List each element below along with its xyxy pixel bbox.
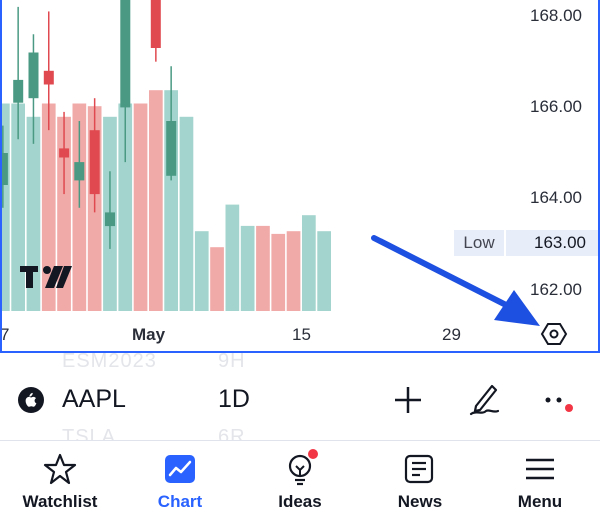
volume-bar — [302, 215, 316, 311]
nav-ideas[interactable]: Ideas — [240, 441, 360, 519]
candle-body — [74, 162, 85, 181]
volume-bar — [240, 225, 255, 311]
chart-icon — [165, 455, 195, 483]
volume-bar — [133, 103, 148, 311]
nav-label: Chart — [157, 492, 203, 511]
candle-body — [28, 52, 39, 99]
candle-body — [13, 79, 24, 103]
date-axis-label: 29 — [442, 325, 461, 344]
volume-bar — [118, 103, 133, 311]
date-axis-label: 15 — [292, 325, 311, 344]
hamburger-icon — [526, 458, 554, 480]
nav-label: News — [397, 492, 443, 511]
notification-badge — [306, 447, 320, 461]
nav-label: Ideas — [278, 492, 322, 511]
more-dots-icon[interactable] — [542, 382, 578, 418]
candle-body — [120, 0, 131, 108]
interval-button[interactable]: 1D — [218, 385, 250, 413]
ghost-value: 9H — [218, 350, 246, 372]
pen-icon[interactable] — [466, 380, 502, 416]
candle-body — [59, 148, 70, 158]
nav-label: Menu — [517, 492, 563, 511]
price-axis-label: 166.00 — [530, 97, 582, 116]
volume-bar — [41, 103, 56, 311]
chart-settings-icon[interactable] — [540, 320, 568, 348]
plus-icon[interactable] — [390, 382, 426, 418]
price-axis-label: 164.00 — [530, 188, 582, 207]
volume-bar — [317, 231, 331, 311]
price-axis-label: 168.00 — [530, 6, 582, 25]
ghost-symbol: ESM2023 — [62, 350, 157, 372]
price-axis-label: 162.00 — [530, 280, 582, 299]
nav-label: Watchlist — [22, 492, 98, 511]
nav-watchlist[interactable]: Watchlist — [0, 441, 120, 519]
candle-body — [105, 212, 115, 227]
date-axis-label: 7 — [0, 325, 10, 344]
volume-bar — [26, 116, 41, 311]
symbol-button[interactable]: AAPL — [62, 385, 126, 413]
volume-bar — [149, 90, 163, 311]
volume-bar — [179, 116, 194, 311]
volume-bar — [2, 103, 10, 311]
volume-bar — [57, 116, 71, 311]
low-label: Low — [454, 230, 504, 256]
chart-area[interactable]: 168.00 166.00 164.00 162.00 Low 163.00 7… — [0, 0, 600, 353]
tradingview-logo — [20, 266, 72, 288]
volume-bar — [194, 231, 209, 311]
volume-bar — [11, 103, 25, 311]
lightbulb-icon — [288, 454, 312, 486]
candle-body — [166, 121, 177, 176]
low-value: 163.00 — [506, 230, 598, 256]
newspaper-icon — [404, 454, 434, 484]
volume-bar — [225, 204, 240, 311]
volume-bar — [286, 231, 301, 311]
chart-canvas[interactable] — [2, 0, 598, 351]
candle-body — [43, 70, 54, 85]
volume-bar — [256, 225, 270, 311]
nav-menu[interactable]: Menu — [480, 441, 600, 519]
candle-body — [89, 130, 100, 195]
candle-body — [150, 0, 161, 48]
star-icon — [43, 453, 77, 485]
volume-bar — [271, 233, 286, 311]
nav-news[interactable]: News — [360, 441, 480, 519]
bottom-navigation: Watchlist Chart Ideas News — [0, 440, 600, 519]
nav-chart[interactable]: Chart — [120, 441, 320, 519]
apple-logo-icon — [18, 387, 44, 413]
candle-body — [2, 153, 8, 185]
volume-bar — [210, 247, 224, 311]
date-axis-label: May — [132, 325, 166, 344]
